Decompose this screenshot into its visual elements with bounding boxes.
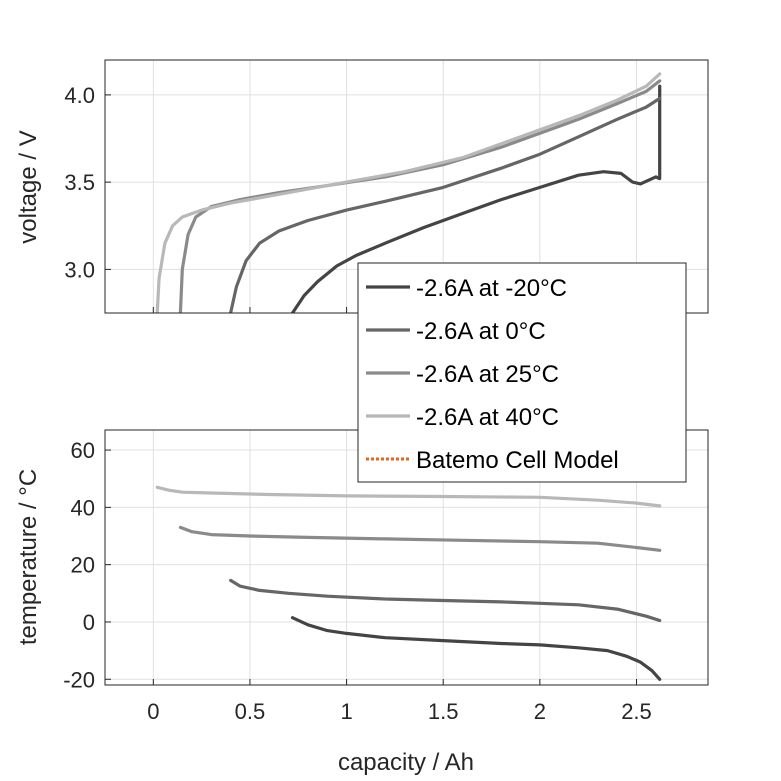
- legend-label-2-6a-at-25-c: -2.6A at 25°C: [416, 361, 559, 388]
- voltage-y-axis-label: voltage / V: [15, 130, 42, 243]
- voltage-y-tick-label: 4.0: [64, 83, 95, 108]
- legend-label-batemo-cell-model: Batemo Cell Model: [416, 447, 619, 474]
- temperature-series-2-6a-at-0-c: [229, 578, 662, 623]
- capacity-x-tick-label: 1: [340, 699, 352, 724]
- voltage-series-2-6a-at-40-c: [155, 72, 662, 313]
- legend-label-2-6a-at-40-c: -2.6A at 40°C: [416, 404, 559, 431]
- capacity-x-tick-label: 0.5: [235, 699, 266, 724]
- voltage-series-2-6a-at-0-c: [229, 96, 662, 313]
- legend-label-2-6a-at-0-c: -2.6A at 0°C: [416, 318, 546, 345]
- voltage-lines: [155, 72, 662, 313]
- capacity-x-tick-label: 2: [534, 699, 546, 724]
- voltage-y-ticks: 3.0 3.5 4.0: [64, 83, 637, 313]
- temperature-y-axis-label: temperature / °C: [15, 469, 42, 645]
- capacity-x-tick-label: 1.5: [428, 699, 459, 724]
- temperature-y-tick-label: -20: [63, 667, 95, 692]
- capacity-x-tick-label: 2.5: [621, 699, 652, 724]
- temperature-y-tick-label: 40: [71, 495, 95, 520]
- temperature-y-tick-label: 60: [71, 438, 95, 463]
- legend-label-2-6a-at-20-c: -2.6A at -20°C: [416, 275, 567, 302]
- temperature-series-2-6a-at-25-c: [178, 525, 662, 552]
- temperature-series-2-6a-at-20-c: [290, 616, 662, 681]
- temperature-y-tick-label: 20: [71, 553, 95, 578]
- voltage-series-2-6a-at-20-c: [290, 84, 662, 313]
- legend: -2.6A at -20°C -2.6A at 0°C -2.6A at 25°C -…: [357, 262, 687, 483]
- temperature-y-ticks: -20 0 20 40 60: [63, 438, 637, 692]
- capacity-x-ticks: 0 0.5 1 1.5 2 2.5: [147, 699, 652, 724]
- temperature-lines: [155, 485, 662, 681]
- temperature-y-tick-label: 0: [83, 610, 95, 635]
- temperature-series-2-6a-at-40-c: [155, 485, 662, 508]
- voltage-y-tick-label: 3.0: [64, 257, 95, 282]
- capacity-x-tick-label: 0: [147, 699, 159, 724]
- voltage-y-tick-label: 3.5: [64, 170, 95, 195]
- capacity-x-axis-label: capacity / Ah: [338, 749, 474, 776]
